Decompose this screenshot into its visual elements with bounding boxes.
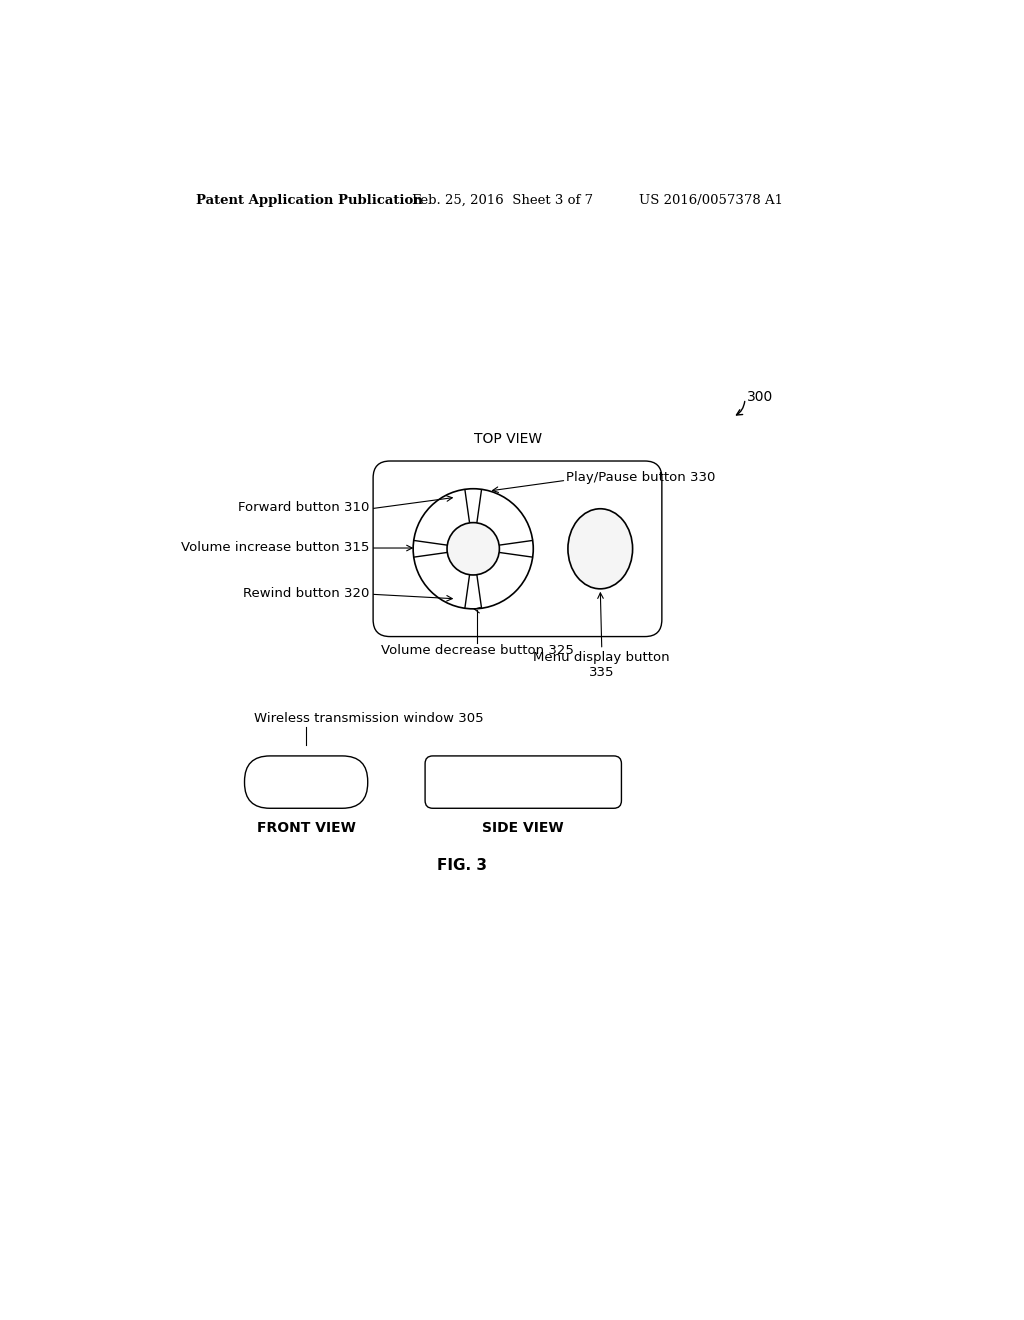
Text: 300: 300 xyxy=(746,391,773,404)
Text: Play/Pause button 330: Play/Pause button 330 xyxy=(566,471,716,484)
Ellipse shape xyxy=(568,508,633,589)
Circle shape xyxy=(447,523,500,576)
Text: FIG. 3: FIG. 3 xyxy=(436,858,486,873)
Text: Forward button 310: Forward button 310 xyxy=(238,502,370,515)
FancyBboxPatch shape xyxy=(425,756,622,808)
Text: TOP VIEW: TOP VIEW xyxy=(474,433,542,446)
Circle shape xyxy=(413,488,534,609)
Text: Volume decrease button 325: Volume decrease button 325 xyxy=(381,644,573,656)
Text: Menu display button
335: Menu display button 335 xyxy=(534,651,670,680)
Text: US 2016/0057378 A1: US 2016/0057378 A1 xyxy=(639,194,782,207)
Text: FRONT VIEW: FRONT VIEW xyxy=(257,821,355,836)
Text: Patent Application Publication: Patent Application Publication xyxy=(196,194,423,207)
Text: SIDE VIEW: SIDE VIEW xyxy=(482,821,564,836)
Text: Feb. 25, 2016  Sheet 3 of 7: Feb. 25, 2016 Sheet 3 of 7 xyxy=(412,194,593,207)
Text: Rewind button 320: Rewind button 320 xyxy=(243,587,370,601)
FancyBboxPatch shape xyxy=(245,756,368,808)
Text: Volume increase button 315: Volume increase button 315 xyxy=(181,541,370,554)
Text: Wireless transmission window 305: Wireless transmission window 305 xyxy=(254,713,483,726)
FancyBboxPatch shape xyxy=(373,461,662,636)
